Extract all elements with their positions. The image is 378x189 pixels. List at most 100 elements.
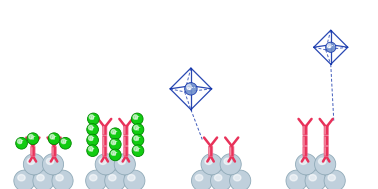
Ellipse shape (37, 175, 44, 181)
Circle shape (114, 154, 135, 175)
Circle shape (132, 113, 143, 125)
Circle shape (61, 139, 66, 144)
Text: $I_3^-$: $I_3^-$ (62, 139, 69, 147)
Ellipse shape (27, 158, 35, 164)
Circle shape (305, 170, 326, 189)
Ellipse shape (234, 175, 241, 181)
Text: $I_3^-$: $I_3^-$ (135, 125, 141, 134)
Text: $I_3^-$: $I_3^-$ (135, 136, 141, 144)
FancyBboxPatch shape (52, 147, 54, 156)
FancyBboxPatch shape (208, 146, 213, 156)
FancyBboxPatch shape (124, 146, 128, 156)
Ellipse shape (56, 175, 63, 181)
Circle shape (134, 125, 138, 130)
FancyBboxPatch shape (303, 147, 305, 156)
FancyBboxPatch shape (103, 147, 104, 156)
FancyBboxPatch shape (230, 147, 231, 156)
Circle shape (14, 170, 35, 189)
Ellipse shape (108, 175, 116, 181)
Circle shape (17, 139, 22, 144)
FancyBboxPatch shape (229, 146, 234, 156)
Circle shape (324, 170, 345, 189)
FancyBboxPatch shape (324, 137, 326, 145)
Circle shape (201, 154, 222, 175)
Circle shape (229, 170, 251, 189)
Circle shape (134, 147, 138, 151)
FancyBboxPatch shape (124, 125, 128, 135)
Circle shape (211, 170, 232, 189)
Circle shape (48, 133, 60, 145)
Circle shape (87, 145, 98, 156)
Circle shape (133, 115, 138, 119)
Text: $I_3^-$: $I_3^-$ (112, 151, 119, 159)
FancyBboxPatch shape (209, 147, 210, 156)
Circle shape (15, 137, 27, 149)
Text: Co²⁺: Co²⁺ (327, 45, 336, 49)
Text: $I_3^-$: $I_3^-$ (29, 135, 36, 143)
Circle shape (110, 149, 121, 161)
FancyBboxPatch shape (102, 146, 107, 156)
Circle shape (286, 170, 307, 189)
Circle shape (111, 130, 116, 134)
Circle shape (185, 83, 197, 95)
FancyBboxPatch shape (102, 125, 107, 135)
FancyBboxPatch shape (303, 126, 305, 134)
Circle shape (88, 125, 93, 130)
Circle shape (87, 134, 98, 146)
Circle shape (52, 170, 73, 189)
Circle shape (88, 113, 99, 125)
Text: $I_3^-$: $I_3^-$ (18, 139, 25, 147)
Circle shape (87, 124, 98, 135)
FancyBboxPatch shape (324, 146, 328, 156)
FancyBboxPatch shape (31, 147, 33, 156)
Circle shape (111, 151, 116, 155)
Circle shape (134, 136, 138, 140)
Text: $I_3^-$: $I_3^-$ (135, 147, 141, 155)
Circle shape (110, 139, 121, 150)
Text: $I_3^-$: $I_3^-$ (112, 130, 119, 138)
Circle shape (110, 128, 121, 140)
Ellipse shape (299, 158, 307, 164)
Ellipse shape (118, 158, 125, 164)
Ellipse shape (18, 175, 25, 181)
Text: $I_3^-$: $I_3^-$ (112, 140, 119, 148)
Circle shape (88, 147, 93, 151)
Ellipse shape (128, 175, 135, 181)
FancyBboxPatch shape (324, 136, 328, 146)
Circle shape (23, 154, 45, 175)
Ellipse shape (214, 175, 222, 181)
Ellipse shape (90, 175, 97, 181)
FancyBboxPatch shape (124, 137, 125, 145)
Circle shape (29, 135, 33, 139)
FancyBboxPatch shape (303, 146, 307, 156)
FancyBboxPatch shape (324, 126, 326, 134)
Ellipse shape (205, 158, 212, 164)
Circle shape (33, 170, 54, 189)
Circle shape (60, 137, 71, 149)
FancyBboxPatch shape (303, 125, 307, 135)
FancyBboxPatch shape (102, 136, 107, 146)
Ellipse shape (99, 158, 107, 164)
Circle shape (314, 154, 336, 175)
Circle shape (187, 85, 191, 89)
FancyBboxPatch shape (124, 126, 125, 134)
FancyBboxPatch shape (324, 147, 326, 156)
Text: Co²⁺: Co²⁺ (187, 87, 196, 91)
Ellipse shape (195, 175, 203, 181)
Ellipse shape (46, 158, 54, 164)
FancyBboxPatch shape (324, 125, 328, 135)
FancyBboxPatch shape (103, 137, 104, 145)
Text: $I_3^-$: $I_3^-$ (134, 115, 141, 123)
Ellipse shape (224, 158, 231, 164)
Text: $I_3^-$: $I_3^-$ (89, 125, 96, 134)
FancyBboxPatch shape (124, 136, 128, 146)
Ellipse shape (319, 158, 326, 164)
FancyBboxPatch shape (52, 146, 56, 156)
FancyBboxPatch shape (31, 146, 35, 156)
Circle shape (42, 154, 64, 175)
Circle shape (132, 134, 144, 146)
Text: $I_3^-$: $I_3^-$ (89, 136, 96, 144)
FancyBboxPatch shape (303, 136, 307, 146)
Circle shape (124, 170, 145, 189)
Circle shape (326, 42, 336, 52)
